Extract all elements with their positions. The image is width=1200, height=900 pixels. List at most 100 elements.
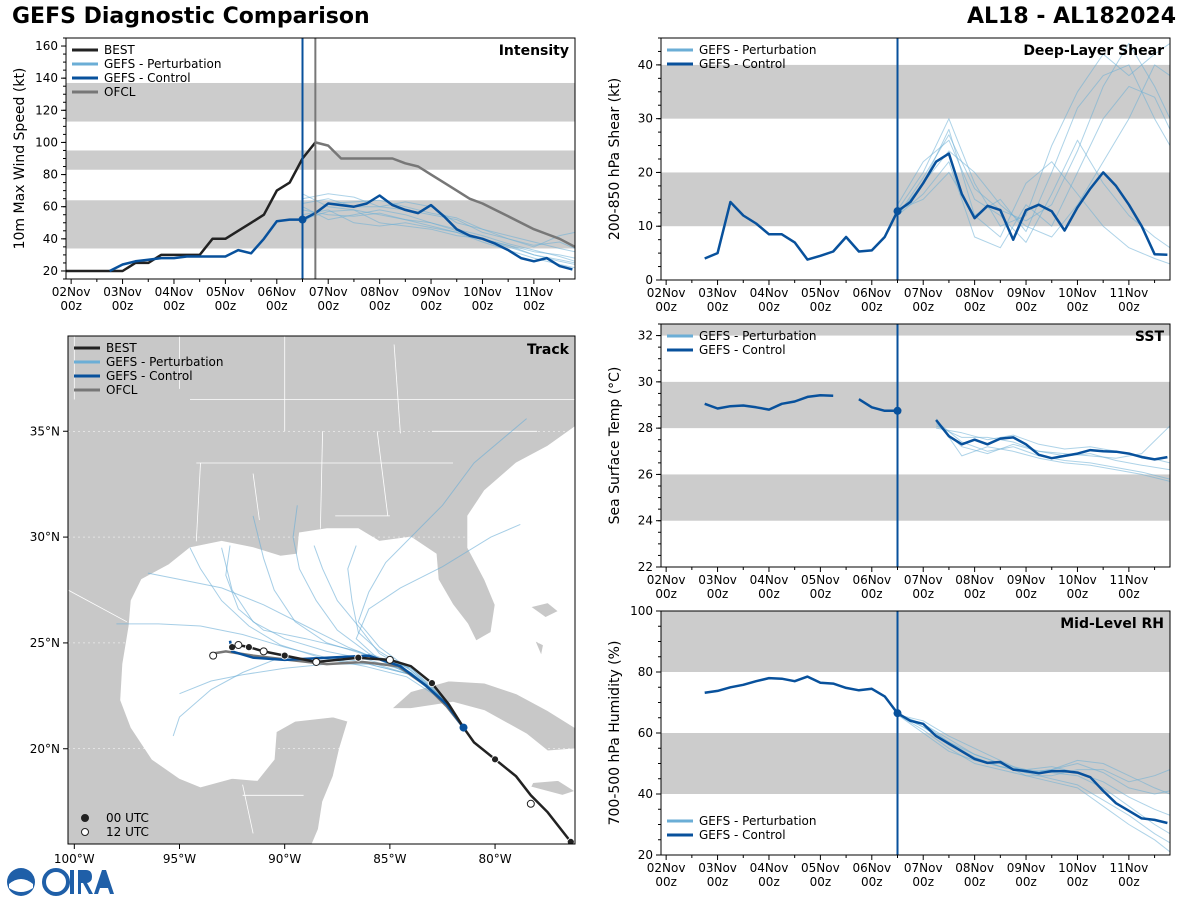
track-marker-legend-label: 12 UTC xyxy=(106,825,149,839)
state-border-13 xyxy=(242,784,254,834)
sst-xtick-sublabel: 00z xyxy=(655,587,677,601)
track-00z-marker-3 xyxy=(354,653,363,662)
intensity-title: Intensity xyxy=(499,43,569,59)
land-polygon-3 xyxy=(529,602,559,618)
track-lat-label: 25°N xyxy=(30,636,60,650)
intensity-series-gefs-perturbation-10 xyxy=(302,209,575,265)
shear-ylabel: 200-850 hPa Shear (kt) xyxy=(607,78,623,240)
sst-xtick-sublabel: 00z xyxy=(1015,587,1037,601)
sst-xtick-sublabel: 00z xyxy=(810,587,832,601)
intensity-xtick-label: 02Nov xyxy=(52,285,91,299)
track-lon-label: 85°W xyxy=(373,852,406,866)
track-frame xyxy=(67,335,576,845)
track-lon-label: 80°W xyxy=(478,852,511,866)
intensity-band-2 xyxy=(66,82,575,122)
intensity-ytick-label: 160 xyxy=(35,39,58,53)
intensity-series-gefs-perturbation-9 xyxy=(302,206,575,262)
rh-xtick-label: 02Nov xyxy=(647,861,686,875)
shear-ytick-label: 10 xyxy=(638,219,653,233)
intensity-series-ofcl-2 xyxy=(315,141,575,249)
rh-legend-label: GEFS - Perturbation xyxy=(699,814,816,828)
state-border-2 xyxy=(320,431,323,529)
sst-series-group xyxy=(704,394,1170,482)
shear-plot-area: 01020304002Nov00z03Nov00z04Nov00z05Nov00… xyxy=(607,37,1171,314)
sst-series-gefs-control-2 xyxy=(935,419,1168,461)
track-control-line xyxy=(228,640,465,729)
track-map-chart: 100°W 95°W 90°W 85°W 80°W 20°N 25°N 30°N 35°N Tra… xyxy=(30,335,576,866)
track-00z-marker-4 xyxy=(280,651,289,660)
intensity-series-gefs-perturbation-3 xyxy=(302,193,575,259)
shear-xtick-label: 07Nov xyxy=(904,286,943,300)
rh-xtick-sublabel: 00z xyxy=(758,875,780,889)
track-legend-label: BEST xyxy=(106,341,137,355)
shear-legend-label: GEFS - Control xyxy=(699,57,786,71)
track-00z-marker-1 xyxy=(491,755,499,764)
track-lon-label: 100°W xyxy=(54,852,95,866)
shear-title: Deep-Layer Shear xyxy=(1023,43,1164,59)
shear-ytick-label: 0 xyxy=(645,273,653,287)
rh-ylabel: 700-500 hPa Humidity (%) xyxy=(607,641,623,826)
track-marker-legend-symbol-1 xyxy=(81,828,89,836)
intensity-xtick-sublabel: 00z xyxy=(472,299,494,313)
track-perturbation-7 xyxy=(292,505,464,728)
sst-xtick-sublabel: 00z xyxy=(758,587,780,601)
sst-series-gefs-perturbation-7 xyxy=(935,425,1170,471)
track-marker-legend-symbol-0 xyxy=(81,814,89,822)
rh-xtick-sublabel: 00z xyxy=(1118,875,1140,889)
track-00z-marker-0 xyxy=(566,837,575,844)
track-lat-label: 35°N xyxy=(30,424,60,438)
rh-init-point xyxy=(893,709,902,718)
state-border-1 xyxy=(252,473,260,521)
track-12z-marker-3 xyxy=(259,647,268,656)
land-polygon-2 xyxy=(530,780,575,796)
shear-xtick-label: 03Nov xyxy=(698,286,737,300)
track-legend-label: OFCL xyxy=(106,383,138,397)
sst-series-gefs-perturbation-4 xyxy=(935,423,1170,459)
intensity-ytick-label: 80 xyxy=(43,168,58,182)
intensity-legend-label: BEST xyxy=(104,43,135,57)
track-lon-label: 95°W xyxy=(163,852,196,866)
shear-xtick-sublabel: 00z xyxy=(655,300,677,314)
intensity-chart: 2040608010012014016002Nov00z03Nov00z04No… xyxy=(12,37,576,313)
sst-band-0 xyxy=(661,474,1170,521)
intensity-xtick-sublabel: 00z xyxy=(163,299,185,313)
shear-xtick-sublabel: 00z xyxy=(758,300,780,314)
rh-series-gefs-perturbation-7 xyxy=(897,714,1170,853)
shear-xtick-label: 06Nov xyxy=(852,286,891,300)
intensity-ytick-label: 40 xyxy=(43,232,58,246)
rh-band-0 xyxy=(661,733,1170,794)
shear-series-gefs-perturbation-4 xyxy=(897,139,1170,249)
rh-xtick-label: 05Nov xyxy=(801,861,840,875)
sst-ytick-label: 28 xyxy=(638,421,653,435)
sst-series-gefs-control-1 xyxy=(858,398,898,413)
track-legend-label: GEFS - Perturbation xyxy=(106,355,223,369)
track-map-area xyxy=(68,336,575,844)
storm-id-title: AL18 - AL182024 xyxy=(967,4,1176,29)
intensity-xtick-sublabel: 00z xyxy=(420,299,442,313)
shear-xtick-sublabel: 00z xyxy=(1015,300,1037,314)
rh-ytick-label: 100 xyxy=(630,604,653,618)
rh-series-group xyxy=(704,675,1170,853)
shear-xtick-sublabel: 00z xyxy=(964,300,986,314)
intensity-xtick-label: 06Nov xyxy=(257,285,296,299)
sst-xtick-label: 05Nov xyxy=(801,573,840,587)
sst-xtick-label: 02Nov xyxy=(647,573,686,587)
state-border-3 xyxy=(376,431,389,516)
sst-xtick-sublabel: 00z xyxy=(1118,587,1140,601)
track-init-point xyxy=(459,723,468,732)
shear-series-gefs-perturbation-7 xyxy=(897,42,1170,222)
track-lat-label: 20°N xyxy=(30,742,60,756)
rh-xtick-sublabel: 00z xyxy=(861,875,883,889)
sst-xtick-label: 09Nov xyxy=(1007,573,1046,587)
sst-init-point xyxy=(893,406,902,415)
shear-series-group xyxy=(704,42,1170,265)
rh-xtick-label: 04Nov xyxy=(750,861,789,875)
shear-xtick-label: 10Nov xyxy=(1058,286,1097,300)
sst-series-gefs-perturbation-3 xyxy=(935,420,1170,480)
state-border-9 xyxy=(393,344,401,434)
track-lon-label: 90°W xyxy=(268,852,301,866)
track-12z-marker-2 xyxy=(312,657,321,666)
rh-xtick-sublabel: 00z xyxy=(1015,875,1037,889)
intensity-xtick-label: 09Nov xyxy=(412,285,451,299)
sst-title: SST xyxy=(1135,329,1165,345)
